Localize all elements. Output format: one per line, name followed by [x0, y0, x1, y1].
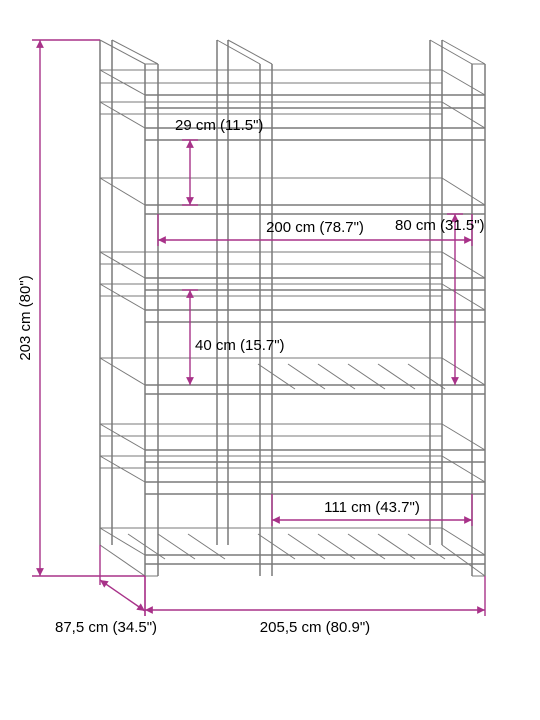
product-wireframe: [100, 40, 485, 576]
label-upper-gap: 80 cm (31.5"): [395, 217, 485, 234]
label-depth: 87,5 cm (34.5"): [55, 619, 157, 636]
label-rail-height: 29 cm (11.5"): [175, 117, 263, 134]
label-length-total: 205,5 cm (80.9"): [260, 619, 370, 636]
dimensions: 203 cm (80") 87,5 cm (34.5") 205,5 cm (8…: [17, 40, 485, 636]
label-inner-length: 200 cm (78.7"): [266, 219, 364, 236]
dimension-diagram: 203 cm (80") 87,5 cm (34.5") 205,5 cm (8…: [0, 0, 540, 720]
label-inner-width-lower: 111 cm (43.7"): [324, 499, 420, 516]
label-guard-height: 40 cm (15.7"): [195, 337, 285, 354]
label-height-total: 203 cm (80"): [17, 275, 34, 360]
